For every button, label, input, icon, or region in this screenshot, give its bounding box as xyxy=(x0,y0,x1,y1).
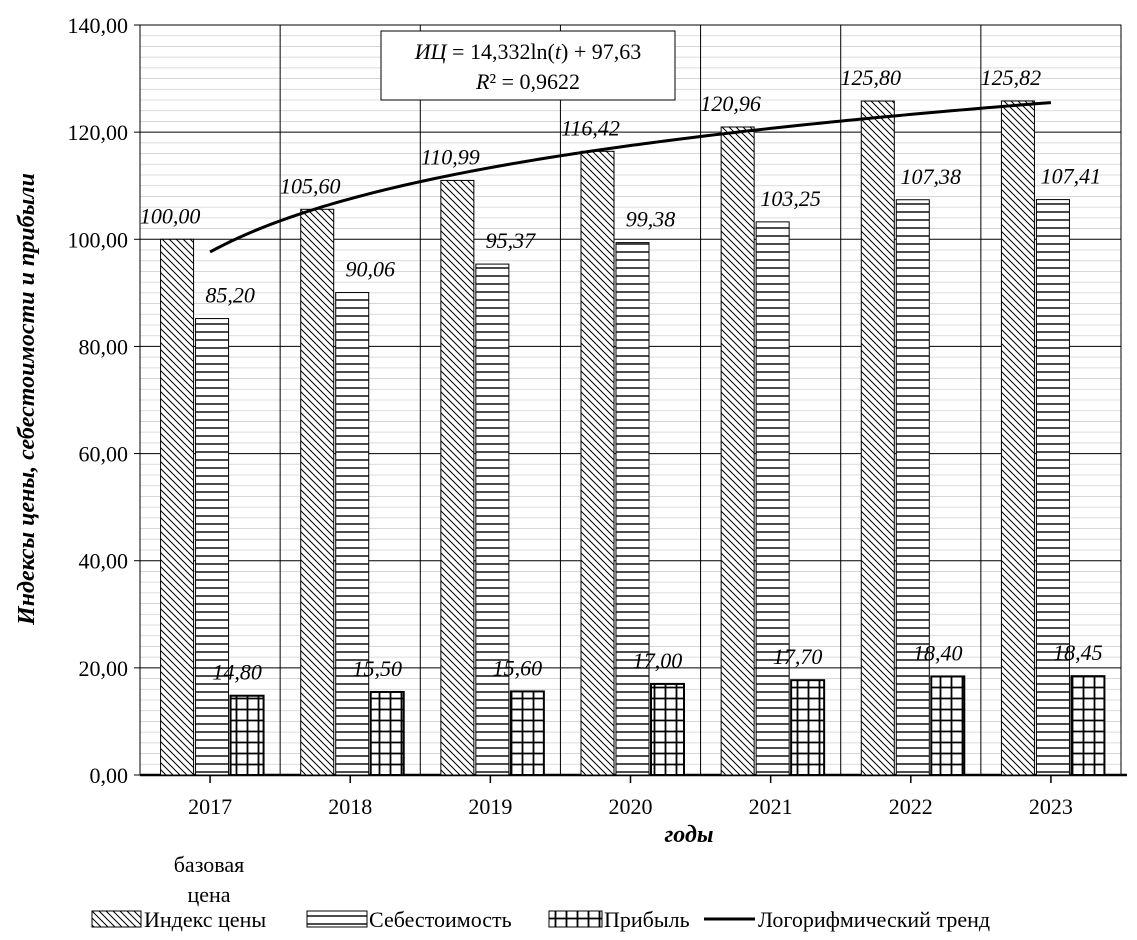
y-tick-label: 80,00 xyxy=(79,334,129,359)
x-tick-label: 2017 xyxy=(188,794,232,819)
trend-group xyxy=(209,101,1052,254)
legend: Индекс цены Себестоимость Прибыль Логори… xyxy=(91,907,990,932)
bar-profit xyxy=(650,682,685,777)
legend-item-profit: Прибыль xyxy=(548,907,690,932)
legend-label-cost: Себестоимость xyxy=(369,907,512,932)
data-labels: 100,00 105,60 110,99 116,42 120,96 125,80 125,… xyxy=(140,65,1103,685)
x-tick-label: 2023 xyxy=(1029,794,1073,819)
data-label-cost: 103,25 xyxy=(760,186,821,211)
y-tick-label: 60,00 xyxy=(79,442,129,467)
bar-cost xyxy=(895,199,930,776)
bar-cost xyxy=(1035,199,1070,776)
bar-price-index xyxy=(720,126,755,776)
data-label-profit: 18,45 xyxy=(1053,640,1103,665)
legend-label-trend: Логорифмический тренд xyxy=(758,907,990,932)
y-tick-label: 140,00 xyxy=(68,13,129,38)
bar-price-index xyxy=(860,100,895,776)
trend-equation-box: ИЦ = 14,332ln(t) + 97,63 R² = 0,9622 xyxy=(380,30,676,101)
data-label-profit: 14,80 xyxy=(212,660,262,685)
bar-cost xyxy=(195,318,230,776)
y-tick-label: 100,00 xyxy=(68,227,129,252)
legend-swatch-profit xyxy=(548,910,603,928)
x-tick-label: 2020 xyxy=(609,794,653,819)
x-axis-ticks: 2017 2018 2019 2020 2021 2022 2023 xyxy=(188,775,1073,819)
legend-label-price-index: Индекс цены xyxy=(144,907,266,932)
data-label-price-index: 110,99 xyxy=(421,144,480,169)
x-axis-title: годы xyxy=(664,822,713,848)
y-tick-label: 40,00 xyxy=(79,549,129,574)
data-label-price-index: 125,82 xyxy=(981,65,1042,90)
bars xyxy=(160,100,1106,777)
x-tick-label: 2018 xyxy=(328,794,372,819)
bar-profit xyxy=(930,675,966,777)
bar-price-index xyxy=(160,238,195,776)
legend-swatch-price-index xyxy=(91,910,142,928)
data-label-price-index: 120,96 xyxy=(700,91,761,116)
bar-profit xyxy=(509,690,545,777)
y-tick-label: 120,00 xyxy=(68,120,129,145)
trend-equation: ИЦ = 14,332ln(t) + 97,63 xyxy=(414,39,642,64)
x-tick-label: 2022 xyxy=(889,794,933,819)
legend-label-profit: Прибыль xyxy=(604,907,690,932)
bar-cost xyxy=(335,292,370,776)
data-label-cost: 107,41 xyxy=(1041,164,1102,189)
trend-line xyxy=(209,101,1052,254)
data-label-price-index: 116,42 xyxy=(561,115,620,140)
bar-cost xyxy=(475,263,510,776)
bar-profit xyxy=(1070,675,1106,776)
bar-price-index xyxy=(300,208,335,776)
legend-swatch-cost xyxy=(306,910,368,928)
data-label-cost: 107,38 xyxy=(901,164,962,189)
bar-price-index xyxy=(1000,100,1035,776)
data-label-price-index: 125,80 xyxy=(841,65,902,90)
y-tick-label: 0,00 xyxy=(90,763,129,788)
data-label-cost: 90,06 xyxy=(345,257,395,282)
legend-item-trend: Логорифмический тренд xyxy=(704,907,990,932)
data-label-profit: 17,00 xyxy=(633,648,683,673)
bar-profit xyxy=(369,690,405,777)
x-tick-sublabel-line2: цена xyxy=(187,882,230,907)
y-axis-ticks: 0,00 20,00 40,00 60,00 80,00 100,00 120,00 140,… xyxy=(68,13,140,788)
data-label-profit: 17,70 xyxy=(773,644,823,669)
data-label-cost: 99,38 xyxy=(626,207,676,232)
data-label-profit: 18,40 xyxy=(913,640,963,665)
x-tick-label: 2021 xyxy=(749,794,793,819)
bar-profit xyxy=(229,694,265,777)
trend-r2: R² = 0,9622 xyxy=(475,69,580,94)
data-label-profit: 15,60 xyxy=(493,655,543,680)
data-label-price-index: 100,00 xyxy=(140,203,201,228)
bar-cost xyxy=(755,221,790,776)
data-label-cost: 95,37 xyxy=(486,228,537,253)
legend-item-cost: Себестоимость xyxy=(306,907,512,932)
bar-price-index xyxy=(580,150,615,776)
data-label-price-index: 105,60 xyxy=(280,173,341,198)
legend-item-price-index: Индекс цены xyxy=(91,907,266,932)
data-label-profit: 15,50 xyxy=(352,656,402,681)
x-tick-sublabel-line1: базовая xyxy=(174,852,245,877)
bar-price-index xyxy=(440,179,475,776)
x-tick-label: 2019 xyxy=(468,794,512,819)
bar-cost xyxy=(615,242,650,776)
y-axis-title: Индексы цены, себестоимости и прибыли xyxy=(14,173,40,626)
y-tick-label: 20,00 xyxy=(79,656,129,681)
data-label-cost: 85,20 xyxy=(205,283,255,308)
bar-profit xyxy=(790,679,826,777)
